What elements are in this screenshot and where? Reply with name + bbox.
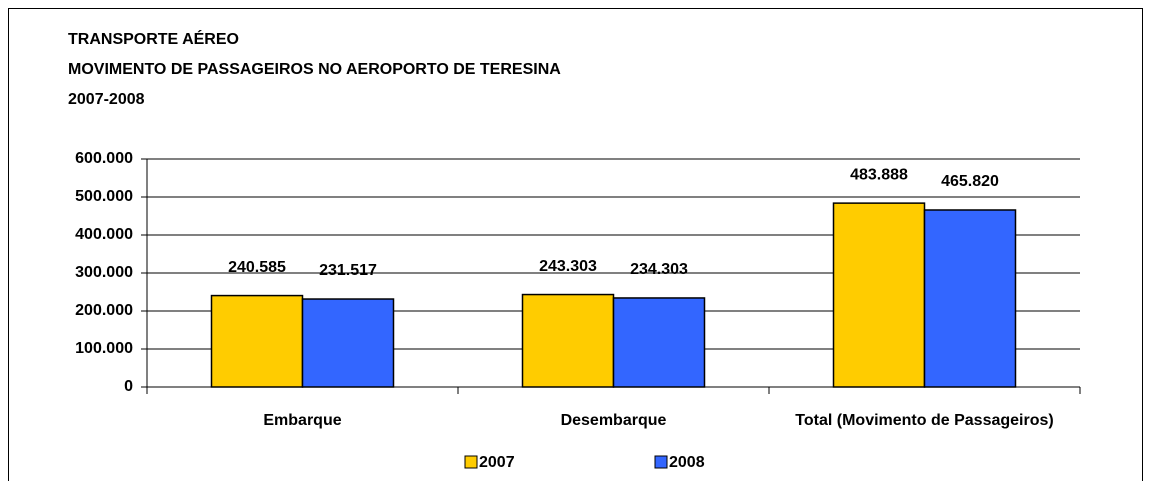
- value-label: 240.585: [228, 259, 286, 276]
- value-label: 231.517: [319, 262, 377, 279]
- x-tick-label: Desembarque: [560, 412, 667, 429]
- bar: [832, 202, 926, 388]
- legend-swatch: [654, 455, 668, 469]
- chart-title: MOVIMENTO DE PASSAGEIROS NO AEROPORTO DE…: [68, 61, 561, 78]
- bar: [210, 294, 304, 388]
- chart-title: TRANSPORTE AÉREO: [68, 29, 239, 48]
- bar: [521, 293, 615, 388]
- y-tick-label: 0: [124, 378, 133, 395]
- y-tick-label: 600.000: [75, 150, 133, 167]
- bar: [612, 297, 706, 388]
- value-label: 234.303: [630, 261, 688, 278]
- x-tick-label: Total (Movimento de Passageiros): [795, 412, 1054, 429]
- legend-label: 2008: [669, 454, 705, 471]
- bar: [923, 209, 1017, 388]
- chart-frame: [8, 8, 1143, 481]
- legend-swatch: [464, 455, 478, 469]
- y-tick-label: 400.000: [75, 226, 133, 243]
- value-label: 483.888: [850, 166, 908, 183]
- value-label: 243.303: [539, 258, 597, 275]
- x-tick-label: Embarque: [263, 412, 342, 429]
- bar: [301, 298, 395, 388]
- y-tick-label: 500.000: [75, 188, 133, 205]
- y-tick-label: 200.000: [75, 302, 133, 319]
- chart-title: 2007-2008: [68, 91, 145, 108]
- y-tick-label: 100.000: [75, 340, 133, 357]
- y-tick-label: 300.000: [75, 264, 133, 281]
- value-label: 465.820: [941, 173, 999, 190]
- legend-label: 2007: [479, 454, 515, 471]
